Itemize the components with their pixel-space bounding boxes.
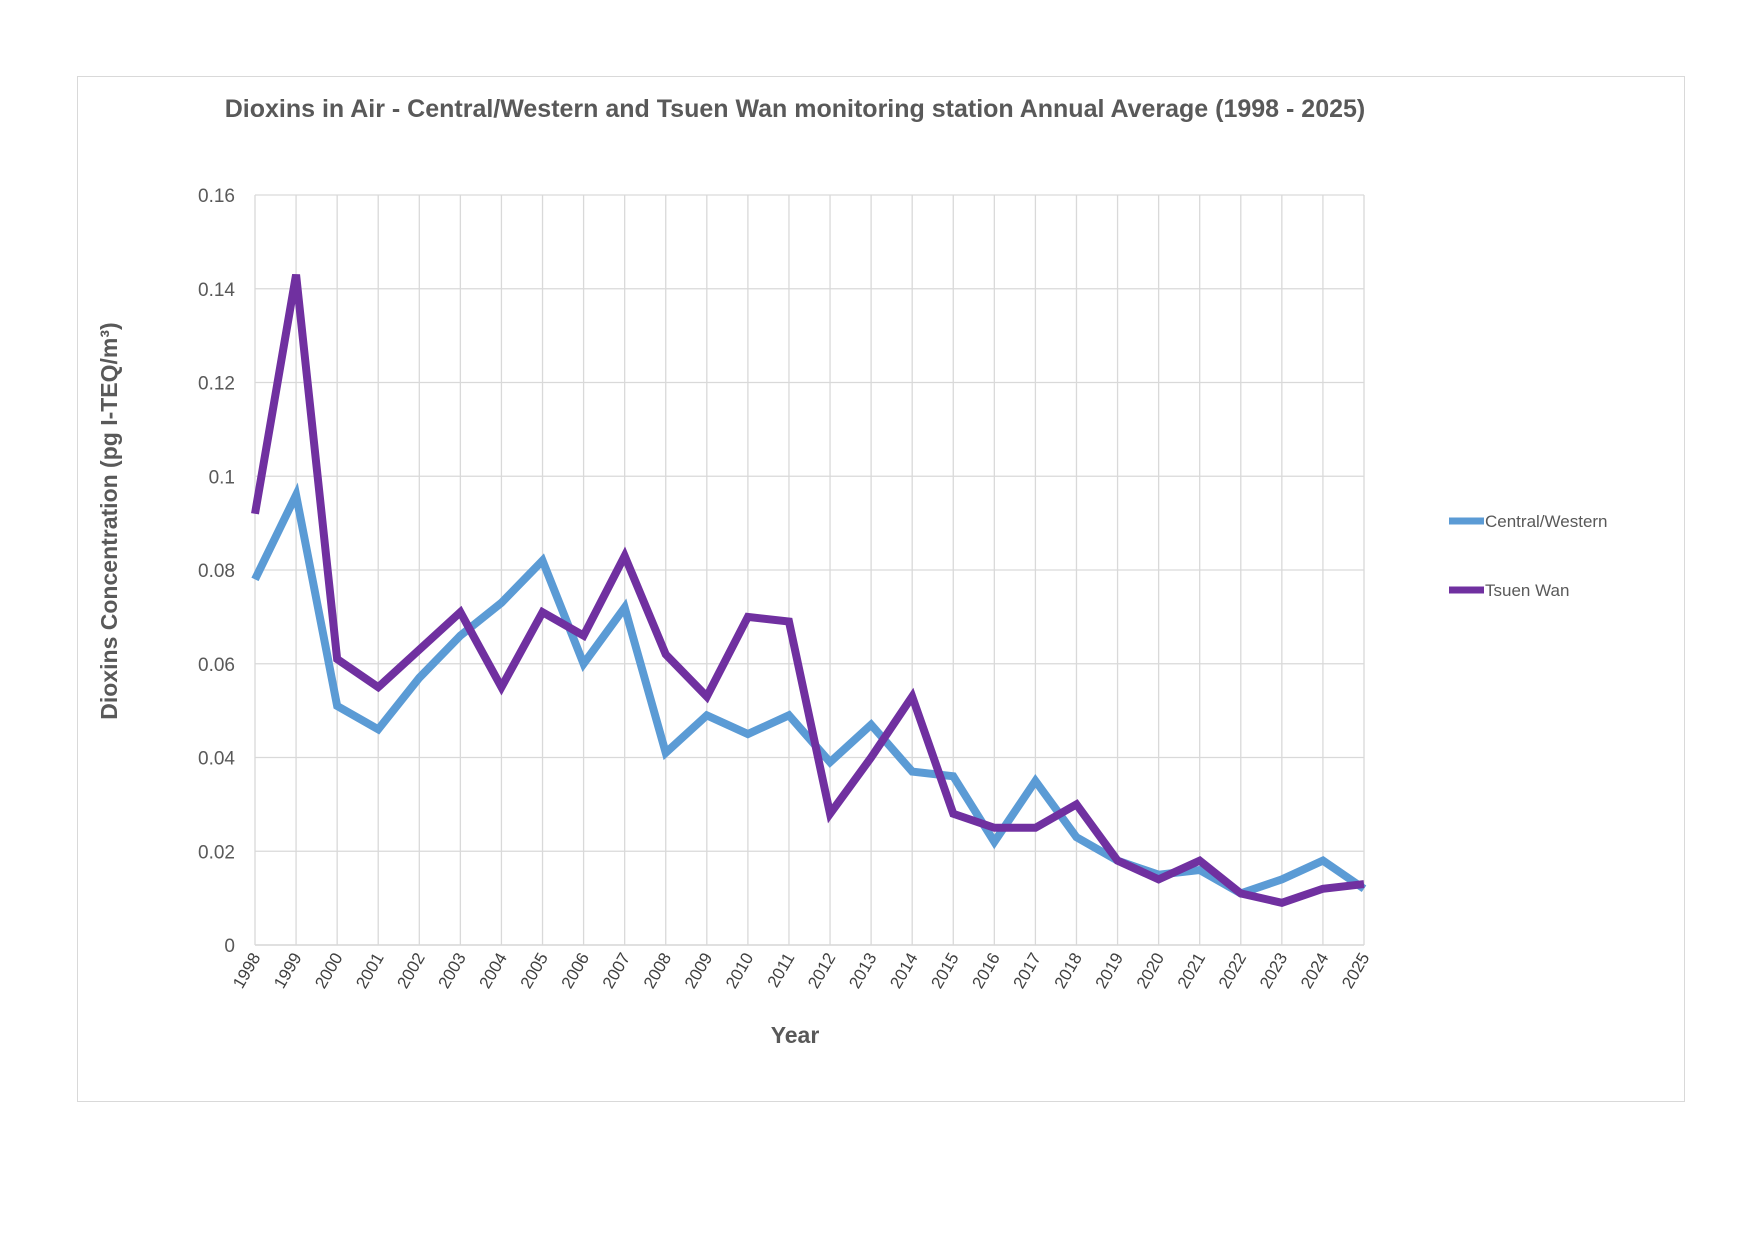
- gridlines: [254, 194, 1365, 946]
- y-tick-label: 0.16: [198, 186, 235, 207]
- x-tick-label: 2020: [1133, 950, 1168, 992]
- series-line-tsuen-wan: [251, 274, 1365, 907]
- x-axis-title: Year: [771, 1022, 820, 1048]
- legend-label-tsuen-wan: Tsuen Wan: [1485, 581, 1569, 600]
- x-tick-label: 2015: [927, 950, 962, 992]
- x-tick-label: 2009: [681, 950, 716, 992]
- y-axis-ticks: 0 0.02 0.04 0.06 0.08 0.1 0.12 0.14 0.16: [198, 186, 235, 957]
- x-tick-label: 2001: [352, 950, 387, 992]
- y-tick-label: 0.08: [198, 561, 235, 582]
- y-axis-title: Dioxins Concentration (pg I-TEQ/m³): [96, 322, 122, 719]
- chart-title: Dioxins in Air - Central/Western and Tsu…: [225, 95, 1365, 123]
- x-tick-label: 2004: [476, 950, 511, 992]
- y-tick-label: 0.12: [198, 374, 235, 395]
- x-tick-label: 2006: [558, 950, 593, 992]
- x-tick-label: 2017: [1010, 950, 1045, 992]
- x-tick-label: 1999: [270, 950, 305, 992]
- x-tick-label: 2008: [640, 950, 675, 992]
- x-tick-label: 2005: [517, 950, 552, 992]
- x-tick-label: 2003: [434, 950, 469, 992]
- y-tick-label: 0.02: [198, 842, 235, 863]
- x-tick-label: 2002: [393, 950, 428, 992]
- x-tick-label: 2007: [599, 950, 634, 992]
- y-tick-label: 0: [224, 936, 235, 957]
- x-tick-label: 2018: [1051, 950, 1086, 992]
- legend: Central/Western Tsuen Wan: [1449, 512, 1608, 600]
- series-lines: [251, 274, 1367, 907]
- y-tick-label: 0.04: [198, 749, 235, 770]
- x-tick-label: 2014: [886, 950, 921, 992]
- x-tick-label: 2024: [1297, 950, 1332, 992]
- x-tick-label: 2022: [1215, 950, 1250, 992]
- x-tick-label: 2000: [311, 950, 346, 992]
- x-tick-label: 2025: [1338, 950, 1373, 992]
- x-tick-label: 2011: [764, 950, 799, 991]
- x-tick-label: 2021: [1174, 950, 1209, 992]
- x-tick-label: 2023: [1256, 950, 1291, 992]
- x-tick-label: 2010: [722, 950, 757, 992]
- series-line-central-western: [251, 482, 1367, 898]
- y-tick-label: 0.14: [198, 280, 235, 301]
- y-tick-label: 0.06: [198, 655, 235, 676]
- chart-area: Dioxins in Air - Central/Western and Tsu…: [77, 76, 1685, 1102]
- x-tick-label: 2012: [804, 950, 839, 992]
- legend-label-central-western: Central/Western: [1485, 512, 1608, 531]
- line-chart: Dioxins in Air - Central/Western and Tsu…: [96, 95, 1608, 1048]
- x-axis-ticks: 1998 1999 2000 2001 2002 2003 2004 2005 2006 2007…: [229, 950, 1373, 992]
- x-tick-label: 2019: [1092, 950, 1127, 992]
- x-tick-label: 2013: [845, 950, 880, 992]
- x-tick-label: 2016: [968, 950, 1003, 992]
- y-tick-label: 0.1: [209, 467, 235, 488]
